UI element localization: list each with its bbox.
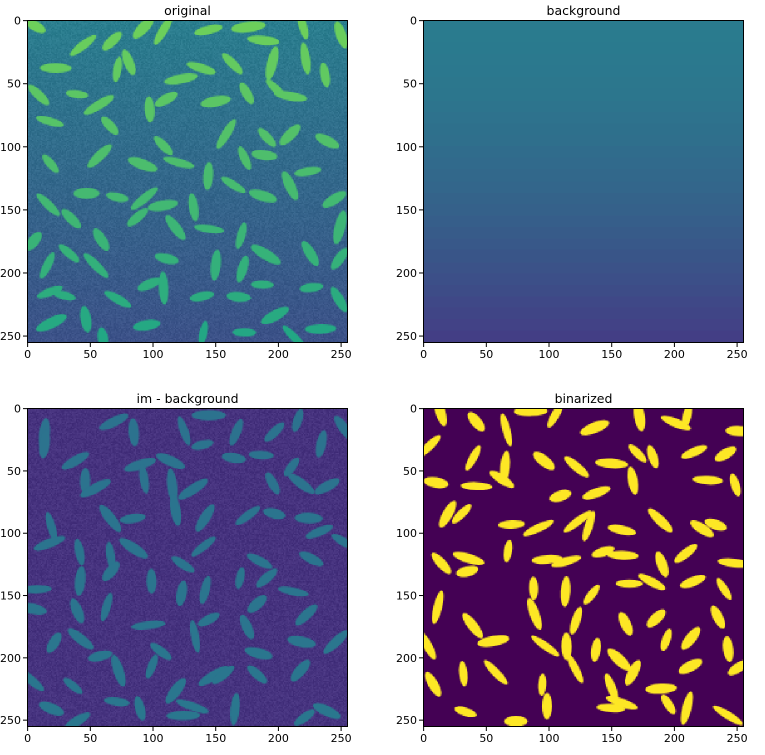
axes-frame: [27, 20, 348, 343]
x-tick-label: 200: [664, 732, 685, 745]
y-tick-label: 100: [0, 527, 21, 540]
x-tick-label: 150: [601, 732, 622, 745]
x-tick-label: 50: [83, 348, 97, 361]
y-tick-label: 50: [7, 465, 21, 478]
panel-title: im - background: [136, 391, 238, 406]
x-tick-label: 200: [268, 732, 289, 745]
y-tick-label: 200: [396, 652, 417, 665]
panel-title: binarized: [555, 391, 613, 406]
y-tick-label: 50: [7, 78, 21, 91]
y-tick-label: 50: [403, 465, 417, 478]
y-tick-label: 100: [396, 527, 417, 540]
axes-frame: [27, 408, 348, 727]
image-background: [423, 20, 744, 343]
y-tick-label: 100: [396, 141, 417, 154]
y-tick-label: 250: [396, 714, 417, 727]
x-tick-label: 100: [539, 348, 560, 361]
y-tick-label: 0: [410, 403, 417, 416]
x-tick-label: 0: [420, 732, 427, 745]
x-tick-label: 250: [331, 348, 352, 361]
x-tick-label: 0: [24, 348, 31, 361]
x-tick-label: 250: [727, 732, 748, 745]
y-tick-label: 0: [410, 15, 417, 28]
y-tick-label: 100: [0, 141, 21, 154]
x-tick-label: 150: [205, 348, 226, 361]
y-tick-label: 150: [396, 590, 417, 603]
x-tick-label: 50: [83, 732, 97, 745]
x-tick-label: 0: [420, 348, 427, 361]
image-im-minus-background: [27, 408, 348, 727]
x-tick-label: 50: [479, 732, 493, 745]
axes-frame: [423, 20, 744, 343]
y-tick-label: 200: [396, 267, 417, 280]
x-tick-label: 250: [331, 732, 352, 745]
y-tick-label: 150: [396, 204, 417, 217]
x-tick-label: 250: [727, 348, 748, 361]
x-tick-label: 200: [664, 348, 685, 361]
y-tick-label: 150: [0, 204, 21, 217]
image-binarized: [423, 408, 744, 727]
x-tick-label: 150: [205, 732, 226, 745]
y-tick-label: 250: [396, 330, 417, 343]
x-tick-label: 150: [601, 348, 622, 361]
x-tick-label: 50: [479, 348, 493, 361]
y-tick-label: 200: [0, 267, 21, 280]
panel-title: original: [164, 3, 211, 18]
y-tick-label: 200: [0, 652, 21, 665]
x-tick-label: 0: [24, 732, 31, 745]
x-tick-label: 100: [143, 348, 164, 361]
y-tick-label: 0: [14, 403, 21, 416]
y-tick-label: 0: [14, 15, 21, 28]
x-tick-label: 100: [539, 732, 560, 745]
x-tick-label: 200: [268, 348, 289, 361]
y-tick-label: 250: [0, 714, 21, 727]
x-tick-label: 100: [143, 732, 164, 745]
y-tick-label: 250: [0, 330, 21, 343]
image-original: [27, 20, 348, 343]
axes-frame: [423, 408, 744, 727]
y-tick-label: 50: [403, 78, 417, 91]
y-tick-label: 150: [0, 590, 21, 603]
panel-title: background: [547, 3, 621, 18]
